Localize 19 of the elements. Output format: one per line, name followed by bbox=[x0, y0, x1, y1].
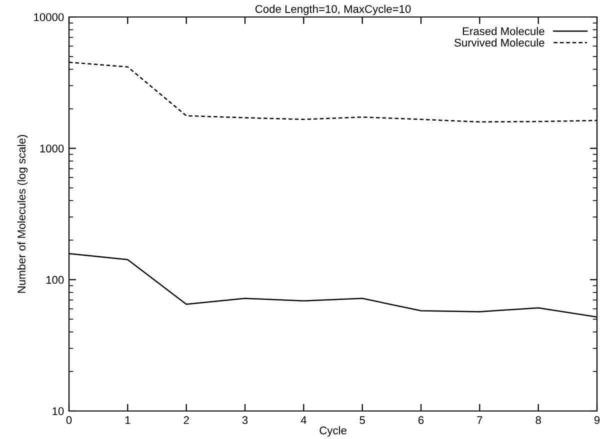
x-tick-label: 2 bbox=[184, 416, 189, 424]
y-tick-label: 10000 bbox=[34, 13, 64, 22]
x-tick-label: 9 bbox=[594, 416, 600, 424]
y-axis-title: Number of Molecules (log scale) bbox=[17, 135, 28, 293]
x-tick-label: 5 bbox=[360, 416, 365, 424]
y-tick-label: 100 bbox=[46, 276, 64, 284]
x-tick-label: 7 bbox=[477, 416, 482, 424]
legend-label: Survived Molecule bbox=[454, 38, 544, 47]
x-axis-title: Cycle bbox=[320, 426, 346, 437]
x-tick-label: 6 bbox=[418, 416, 424, 424]
x-tick-label: 0 bbox=[66, 416, 72, 424]
x-tick-label: 4 bbox=[300, 416, 306, 424]
x-tick-label: 3 bbox=[242, 416, 248, 424]
y-tick-label: 10 bbox=[52, 407, 64, 416]
y-tick-label: 1000 bbox=[40, 144, 64, 152]
legend-label: Erased Molecule bbox=[462, 27, 544, 36]
x-tick-label: 8 bbox=[536, 416, 541, 424]
chart-title: Code Length=10, MaxCycle=10 bbox=[255, 4, 411, 16]
x-tick-label: 1 bbox=[125, 416, 130, 424]
